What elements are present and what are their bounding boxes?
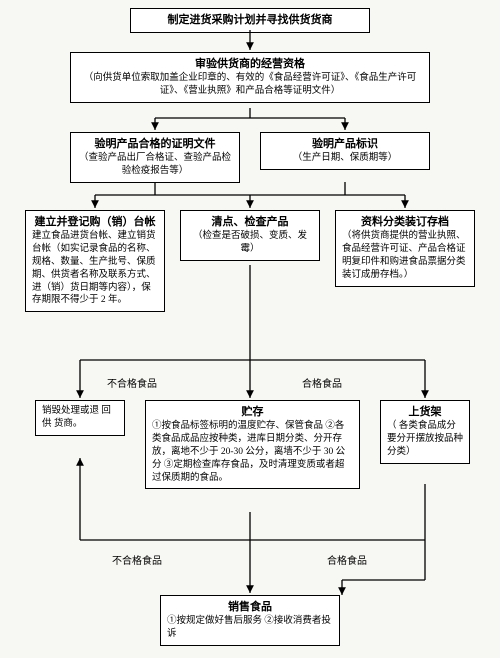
node-plan: 制定进货采购计划并寻找供货货商 <box>130 8 370 33</box>
node-shelf-title: 上货架 <box>387 405 463 420</box>
node-sale: 销售食品 ①按规定做好售后服务 ②接收消费者投诉 <box>160 595 340 646</box>
node-ledger-desc: 建立食品进货台帐、建立销货台帐（如实记录食品的名称、规格、数量、生产批号、保质期… <box>32 230 158 307</box>
node-sale-desc: ①按规定做好售后服务 ②接收消费者投诉 <box>167 615 333 641</box>
node-archive-title: 资料分类装订存档 <box>342 215 468 230</box>
node-ledger-title: 建立并登记购（销）台帐 <box>32 215 158 230</box>
node-destroy: 销毁处理或退 回 供 货商。 <box>35 400 125 436</box>
node-shelf: 上货架 （ 各类食品成分要分开摆放按品种分类） <box>380 400 470 464</box>
node-storage-desc: ①按食品标签标明的温度贮存、保管食品 ②各类食品成品应按种类，进库日期分类、分开… <box>152 420 353 484</box>
node-qualification-desc: （向供货单位索取加盖企业印章的、有效的《食品经营许可证》、《食品生产许可证》、《… <box>77 72 423 98</box>
label-unqualified-1: 不合格食品 <box>105 375 159 390</box>
label-qualified-2: 合格食品 <box>325 552 369 567</box>
node-label: 验明产品标识 （生产日期、保质期等） <box>260 132 430 170</box>
label-unqualified-2: 不合格食品 <box>110 552 164 567</box>
node-label-title: 验明产品标识 <box>267 137 423 152</box>
node-check-title: 清点、检查产品 <box>187 215 313 230</box>
node-destroy-desc: 销毁处理或退 回 供 货商。 <box>42 405 118 431</box>
node-label-desc: （生产日期、保质期等） <box>267 152 423 165</box>
node-check: 清点、检查产品 （检查是否破损、变质、发霉） <box>180 210 320 261</box>
node-check-desc: （检查是否破损、变质、发霉） <box>187 230 313 256</box>
node-archive-desc: （将供货商提供的营业执照、食品经营许可证、产品合格证明复印件和购进食品票据分类装… <box>342 230 468 281</box>
node-cert-title: 验明产品合格的证明文件 <box>77 137 233 152</box>
node-archive: 资料分类装订存档 （将供货商提供的营业执照、食品经营许可证、产品合格证明复印件和… <box>335 210 475 287</box>
node-qualification-title: 审验供货商的经营资格 <box>77 57 423 72</box>
node-cert-desc: （查验产品出厂合格证、查验产品检验检疫报告等） <box>77 152 233 178</box>
node-ledger: 建立并登记购（销）台帐 建立食品进货台帐、建立销货台帐（如实记录食品的名称、规格… <box>25 210 165 312</box>
label-qualified-1: 合格食品 <box>300 375 344 390</box>
node-shelf-desc: （ 各类食品成分要分开摆放按品种分类） <box>387 420 463 458</box>
node-sale-title: 销售食品 <box>167 600 333 615</box>
node-plan-title: 制定进货采购计划并寻找供货货商 <box>137 13 363 28</box>
node-storage: 贮存 ①按食品标签标明的温度贮存、保管食品 ②各类食品成品应按种类，进库日期分类… <box>145 400 360 489</box>
node-cert: 验明产品合格的证明文件 （查验产品出厂合格证、查验产品检验检疫报告等） <box>70 132 240 183</box>
node-qualification: 审验供货商的经营资格 （向供货单位索取加盖企业印章的、有效的《食品经营许可证》、… <box>70 52 430 103</box>
node-storage-title: 贮存 <box>152 405 353 420</box>
